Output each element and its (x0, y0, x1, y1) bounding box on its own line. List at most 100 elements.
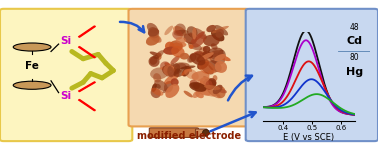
Ellipse shape (198, 61, 215, 74)
FancyBboxPatch shape (195, 129, 207, 136)
Text: Hg: Hg (346, 67, 363, 77)
Ellipse shape (210, 50, 224, 60)
Ellipse shape (154, 50, 164, 59)
Text: 80: 80 (350, 54, 359, 62)
Ellipse shape (195, 51, 204, 63)
X-axis label: E (V vs SCE): E (V vs SCE) (284, 133, 335, 142)
Ellipse shape (208, 47, 223, 57)
Ellipse shape (200, 53, 212, 62)
Ellipse shape (166, 65, 170, 74)
Ellipse shape (165, 84, 179, 98)
Ellipse shape (212, 51, 221, 55)
Ellipse shape (151, 88, 163, 96)
Ellipse shape (199, 58, 209, 67)
Ellipse shape (153, 73, 161, 82)
Ellipse shape (155, 84, 161, 89)
Ellipse shape (183, 33, 197, 44)
Ellipse shape (176, 37, 186, 44)
Ellipse shape (203, 130, 209, 136)
Ellipse shape (211, 30, 225, 41)
Ellipse shape (194, 51, 210, 57)
Ellipse shape (162, 65, 173, 76)
Ellipse shape (209, 53, 225, 65)
Ellipse shape (208, 78, 217, 87)
Ellipse shape (200, 62, 214, 75)
Ellipse shape (214, 54, 226, 61)
Ellipse shape (169, 73, 176, 77)
Ellipse shape (153, 55, 159, 59)
Ellipse shape (146, 35, 160, 46)
Ellipse shape (199, 47, 207, 56)
Ellipse shape (191, 31, 205, 43)
Ellipse shape (217, 89, 227, 93)
Ellipse shape (187, 56, 192, 63)
Ellipse shape (215, 29, 224, 38)
Ellipse shape (171, 46, 184, 57)
Ellipse shape (193, 90, 200, 98)
Ellipse shape (200, 53, 207, 60)
Ellipse shape (189, 44, 194, 49)
Ellipse shape (170, 78, 179, 86)
Ellipse shape (152, 83, 157, 92)
Ellipse shape (193, 82, 201, 89)
Ellipse shape (163, 47, 179, 55)
Ellipse shape (163, 87, 171, 93)
Ellipse shape (164, 62, 177, 72)
Ellipse shape (147, 23, 158, 34)
Ellipse shape (205, 80, 216, 90)
Text: Si: Si (60, 36, 72, 46)
Ellipse shape (192, 71, 209, 81)
Ellipse shape (200, 77, 212, 88)
Ellipse shape (184, 68, 199, 80)
Ellipse shape (185, 66, 192, 72)
Ellipse shape (150, 56, 158, 65)
Ellipse shape (215, 25, 228, 35)
Ellipse shape (157, 52, 162, 60)
Ellipse shape (202, 51, 213, 59)
Ellipse shape (189, 82, 206, 92)
Ellipse shape (206, 80, 213, 90)
Ellipse shape (172, 42, 186, 48)
Ellipse shape (190, 53, 205, 65)
Ellipse shape (182, 69, 190, 76)
Ellipse shape (148, 28, 159, 37)
Ellipse shape (154, 80, 168, 91)
Ellipse shape (207, 88, 221, 98)
Ellipse shape (203, 46, 211, 53)
Text: Si: Si (60, 91, 72, 101)
Ellipse shape (172, 63, 187, 77)
Ellipse shape (180, 66, 195, 69)
Ellipse shape (148, 27, 159, 38)
Ellipse shape (208, 60, 222, 72)
FancyBboxPatch shape (129, 9, 249, 126)
Ellipse shape (203, 76, 214, 85)
Ellipse shape (200, 87, 217, 97)
Ellipse shape (175, 24, 186, 35)
FancyBboxPatch shape (149, 128, 198, 137)
Ellipse shape (165, 42, 175, 51)
Text: 48: 48 (350, 23, 359, 32)
Ellipse shape (203, 35, 220, 46)
Ellipse shape (150, 51, 161, 57)
Ellipse shape (174, 30, 189, 36)
Ellipse shape (188, 42, 202, 50)
Ellipse shape (192, 27, 197, 40)
Ellipse shape (169, 40, 183, 52)
Ellipse shape (194, 86, 211, 96)
Ellipse shape (208, 70, 217, 74)
Ellipse shape (160, 66, 177, 71)
Ellipse shape (173, 26, 186, 36)
Ellipse shape (193, 28, 207, 39)
Ellipse shape (164, 73, 180, 84)
Ellipse shape (213, 75, 217, 81)
Ellipse shape (151, 88, 161, 98)
Ellipse shape (149, 32, 162, 43)
Ellipse shape (204, 85, 220, 90)
Ellipse shape (197, 59, 209, 70)
Ellipse shape (203, 79, 211, 86)
Ellipse shape (13, 81, 51, 89)
Ellipse shape (215, 54, 231, 61)
Ellipse shape (215, 86, 226, 98)
Ellipse shape (197, 77, 211, 86)
Ellipse shape (211, 43, 218, 50)
